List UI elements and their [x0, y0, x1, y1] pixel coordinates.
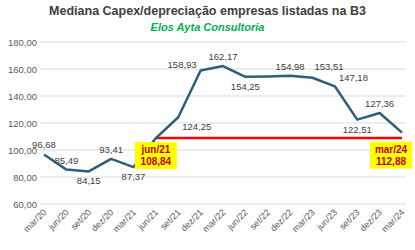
x-tick-label: jun/23 — [314, 207, 339, 232]
data-label: 154,98 — [276, 61, 305, 72]
data-label: 127,36 — [365, 98, 394, 109]
data-label: 122,51 — [343, 124, 372, 135]
x-tick-label: jun/22 — [225, 207, 250, 232]
y-tick-label: 120,00 — [8, 118, 37, 129]
data-label: 96,68 — [32, 139, 56, 150]
annotation-category: jun/21 — [140, 144, 170, 155]
annotation-box — [370, 142, 412, 169]
title: Mediana Capex/depreciação empresas lista… — [49, 4, 366, 18]
reference-line — [156, 137, 402, 140]
data-label: 147,18 — [339, 72, 368, 83]
data-label: 162,17 — [208, 51, 237, 62]
subtitle: Elos Ayta Consultoria — [151, 21, 265, 33]
grid-line — [40, 96, 406, 97]
x-tick-label: mar/21 — [111, 207, 138, 234]
y-tick-label: 60,00 — [13, 199, 37, 210]
chart: Mediana Capex/depreciação empresas lista… — [0, 0, 415, 250]
y-tick-label: 180,00 — [8, 37, 37, 48]
y-tick-label: 160,00 — [8, 64, 37, 75]
x-tick-label: mar/24 — [380, 207, 407, 234]
grid-line — [40, 69, 406, 70]
data-label: 85,49 — [54, 155, 78, 166]
x-tick-label: set/23 — [337, 207, 361, 231]
x-tick-label: jun/21 — [135, 207, 160, 232]
data-label: 93,41 — [99, 144, 123, 155]
data-label: 158,93 — [168, 59, 197, 70]
data-label: 124,25 — [182, 121, 211, 132]
x-tick-label: mar/23 — [290, 207, 317, 234]
data-label: 87,37 — [122, 171, 146, 182]
y-tick-label: 80,00 — [13, 172, 37, 183]
grid-line — [40, 204, 406, 205]
x-tick-label: set/20 — [69, 207, 93, 231]
annotation-box — [135, 142, 177, 169]
x-tick-label: dez/20 — [89, 207, 115, 233]
grid-line — [40, 42, 406, 43]
plot-area — [44, 66, 402, 171]
data-line — [44, 66, 402, 171]
data-label: 84,15 — [77, 175, 101, 186]
x-tick-label: mar/20 — [22, 207, 49, 234]
grid-line — [40, 150, 406, 151]
x-tick-label: dez/21 — [179, 207, 205, 233]
x-tick-label: set/21 — [158, 207, 182, 231]
annotation-value: 108,84 — [141, 156, 172, 167]
y-tick-label: 140,00 — [8, 91, 37, 102]
annotation-value: 112,88 — [376, 156, 406, 167]
data-label: 153,51 — [315, 61, 344, 72]
x-tick-label: mar/22 — [201, 207, 228, 234]
x-tick-label: dez/23 — [358, 207, 384, 233]
data-label: 154,25 — [231, 81, 260, 92]
x-tick-label: set/22 — [248, 207, 272, 231]
x-tick-label: dez/22 — [268, 207, 294, 233]
annotation-category: mar/24 — [375, 144, 408, 155]
x-tick-label: jun/20 — [46, 207, 71, 232]
